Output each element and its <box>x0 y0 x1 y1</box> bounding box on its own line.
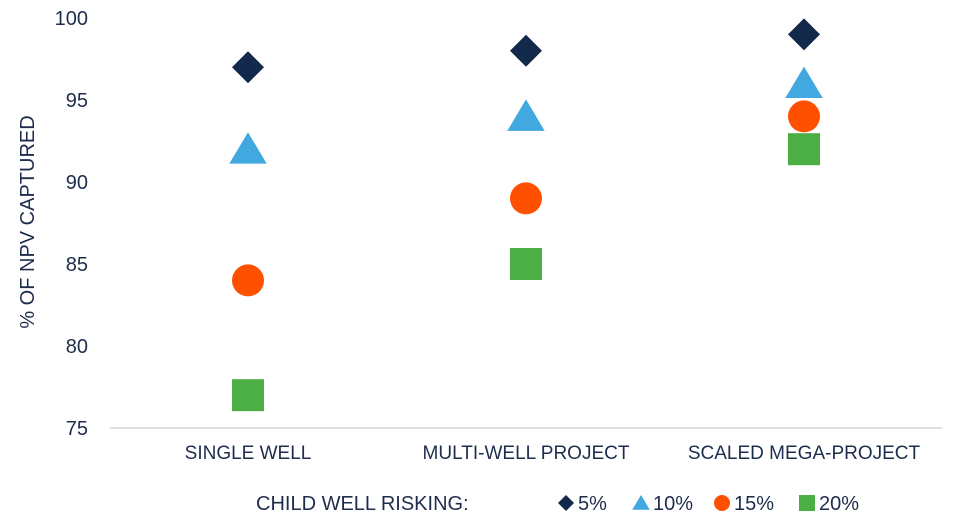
y-axis-title: % OF NPV CAPTURED <box>17 115 39 328</box>
x-axis-categories: SINGLE WELL MULTI-WELL PROJECT SCALED MEGA… <box>185 443 921 464</box>
y-tick-label: 100 <box>55 8 88 30</box>
legend-label: 5% <box>578 493 607 515</box>
legend: CHILD WELL RISKING: 5% 10% 15% 20% <box>256 493 859 515</box>
data-point-circle <box>788 100 820 133</box>
y-tick-label: 85 <box>66 254 88 276</box>
data-point-diamond <box>788 18 820 51</box>
legend-label: 20% <box>819 493 859 515</box>
data-points <box>229 18 823 412</box>
legend-marker-circle <box>714 495 730 511</box>
legend-marker-diamond <box>558 495 574 511</box>
data-point-circle <box>232 264 264 297</box>
x-category-label: SCALED MEGA-PROJECT <box>688 443 921 464</box>
data-point-triangle <box>785 66 823 99</box>
data-point-triangle <box>507 99 545 131</box>
y-tick-label: 90 <box>66 172 88 194</box>
data-point-diamond <box>232 51 264 84</box>
legend-marker-triangle <box>632 495 650 510</box>
legend-title: CHILD WELL RISKING: <box>256 493 469 515</box>
data-point-diamond <box>510 34 542 67</box>
data-point-square <box>788 133 820 166</box>
data-point-triangle <box>229 132 267 164</box>
y-tick-label: 80 <box>66 336 88 358</box>
x-category-label: MULTI-WELL PROJECT <box>423 443 630 464</box>
y-axis-ticks: 75 80 85 90 95 100 <box>55 8 88 440</box>
legend-marker-square <box>799 495 815 511</box>
data-point-square <box>232 379 264 412</box>
legend-label: 10% <box>653 493 693 515</box>
x-category-label: SINGLE WELL <box>185 443 312 464</box>
data-point-circle <box>510 182 542 215</box>
y-tick-label: 75 <box>66 418 88 440</box>
y-tick-label: 95 <box>66 90 88 112</box>
data-point-square <box>510 248 542 280</box>
legend-label: 15% <box>734 493 774 515</box>
